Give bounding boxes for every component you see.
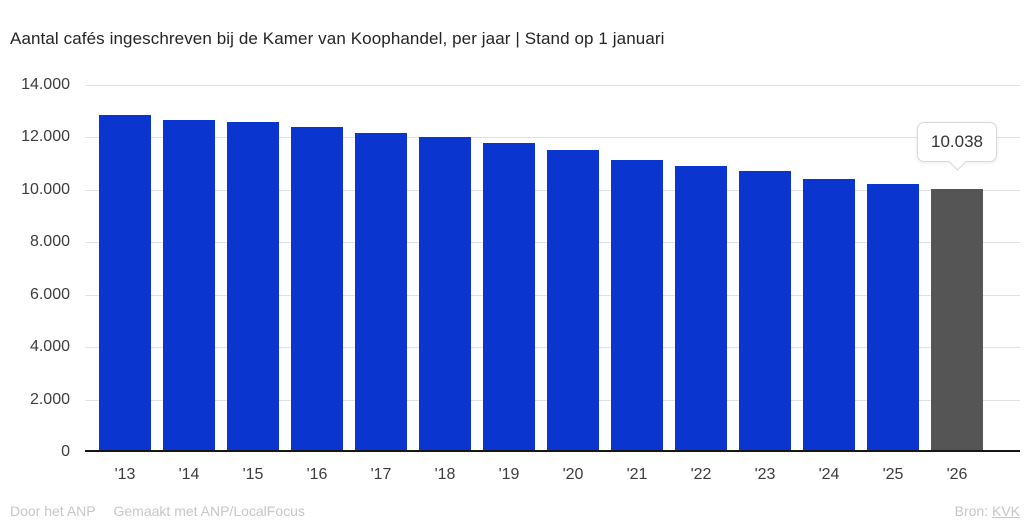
bar-15[interactable]	[227, 122, 279, 452]
bar-16[interactable]	[291, 127, 343, 452]
x-tick-label: '21	[626, 466, 648, 483]
y-tick-label: 0	[61, 443, 70, 460]
tooltip-value: 10.038	[931, 132, 983, 151]
bar-23[interactable]	[739, 171, 791, 452]
tooltip: 10.038	[917, 122, 997, 171]
source-link[interactable]: KVK	[991, 503, 1020, 519]
x-tick-label: '17	[370, 466, 392, 483]
x-tick-label: '19	[498, 466, 520, 483]
x-axis-line	[85, 450, 1020, 452]
x-tick-label: '25	[882, 466, 904, 483]
bar-19[interactable]	[483, 143, 535, 452]
bar-18[interactable]	[419, 137, 471, 452]
bar-13[interactable]	[99, 115, 151, 452]
y-tick-label: 2.000	[29, 390, 70, 408]
x-tick-label: '18	[434, 466, 456, 483]
y-tick-label: 8.000	[29, 233, 70, 251]
y-tick-label: 14.000	[21, 76, 70, 93]
x-tick-label: '16	[306, 466, 328, 483]
footer: Door het ANP Gemaakt met ANP/LocalFocus …	[10, 503, 1020, 519]
x-tick-label: '15	[242, 466, 264, 483]
chart-title: Aantal cafés ingeschreven bij de Kamer v…	[10, 29, 665, 48]
bar-26[interactable]	[931, 189, 983, 452]
bar-14[interactable]	[163, 120, 215, 452]
y-tick-label: 4.000	[29, 338, 70, 356]
source-label: Bron:	[954, 503, 989, 519]
y-tick-label: 12.000	[21, 128, 70, 146]
source: Bron: KVK	[955, 503, 1020, 519]
gridline	[85, 137, 1020, 139]
x-tick-label: '23	[754, 466, 776, 483]
bar-24[interactable]	[803, 179, 855, 452]
y-tick-label: 10.000	[21, 180, 70, 198]
bar-22[interactable]	[675, 166, 727, 452]
bar-25[interactable]	[867, 184, 919, 452]
y-tick-label: 6.000	[29, 285, 70, 303]
credits: Door het ANP Gemaakt met ANP/LocalFocus	[10, 503, 319, 519]
credit-tool: Gemaakt met ANP/LocalFocus	[113, 503, 305, 519]
credit-author: Door het ANP	[10, 503, 96, 519]
bar-21[interactable]	[611, 160, 663, 452]
x-tick-label: '22	[690, 466, 712, 483]
x-tick-label: '14	[178, 466, 200, 483]
x-tick-label: '13	[114, 466, 136, 483]
plot-area	[85, 85, 1020, 452]
x-tick-label: '20	[562, 466, 584, 483]
x-tick-label: '24	[818, 466, 840, 483]
x-tick-label: '26	[946, 466, 968, 483]
bar-20[interactable]	[547, 150, 599, 452]
gridline	[85, 85, 1020, 86]
bar-17[interactable]	[355, 133, 407, 452]
